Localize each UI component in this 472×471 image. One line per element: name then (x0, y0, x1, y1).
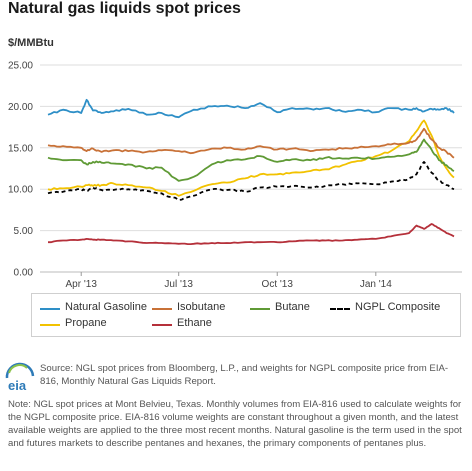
y-axis-unit-label: $/MMBtu (8, 37, 54, 49)
legend-swatch (40, 324, 60, 326)
series-lines (47, 98, 455, 246)
legend-label: Isobutane (177, 301, 226, 313)
legend-label: Propane (65, 317, 107, 329)
legend-swatch (250, 308, 270, 310)
legend-label: Ethane (177, 317, 212, 329)
series-line-propane (47, 119, 455, 197)
legend-label: Natural Gasoline (65, 301, 147, 313)
legend-swatch (330, 308, 350, 310)
series-line-ngpl-composite (47, 160, 455, 201)
series-line-isobutane (47, 127, 455, 159)
y-tick-label: 15.00 (8, 143, 33, 154)
y-tick-label: 0.00 (14, 268, 34, 279)
series-line-butane (47, 138, 455, 182)
y-axis-ticks: 0.00 5.00 10.00 15.00 20.00 25.00 (8, 61, 33, 279)
eia-logo: eia (5, 362, 35, 393)
note-text: Note: NGL spot prices at Mont Belvieu, T… (8, 399, 462, 449)
legend-swatch (152, 308, 172, 310)
series-line-ethane (48, 223, 455, 246)
y-tick-label: 10.00 (8, 185, 33, 196)
x-tick-label: Jan '14 (360, 279, 392, 290)
legend-label: Butane (275, 301, 310, 313)
y-tick-label: 5.00 (14, 226, 34, 237)
x-axis-ticks: Apr '13 Jul '13 Oct '13 Jan '14 (66, 272, 392, 290)
legend-swatch (152, 324, 172, 326)
x-tick-label: Apr '13 (66, 279, 98, 290)
chart-area: 0.00 5.00 10.00 15.00 20.00 25.00 Apr '13 Jul … (8, 61, 462, 290)
y-tick-label: 25.00 (8, 61, 33, 72)
eia-logo-text: eia (8, 378, 27, 393)
y-tick-label: 20.00 (8, 102, 33, 113)
legend-label: NGPL Composite (355, 301, 441, 313)
legend-swatch (40, 308, 60, 310)
grid-lines (40, 64, 462, 273)
chart-legend: Natural Gasoline Isobutane Butane NGPL Comp… (31, 293, 461, 337)
x-tick-label: Jul '13 (164, 279, 193, 290)
series-line-natural-gasoline (47, 98, 455, 119)
x-tick-label: Oct '13 (262, 279, 294, 290)
source-text: Source: NGL spot prices from Bloomberg, … (40, 363, 449, 387)
chart-title: Natural gas liquids spot prices (8, 0, 241, 17)
